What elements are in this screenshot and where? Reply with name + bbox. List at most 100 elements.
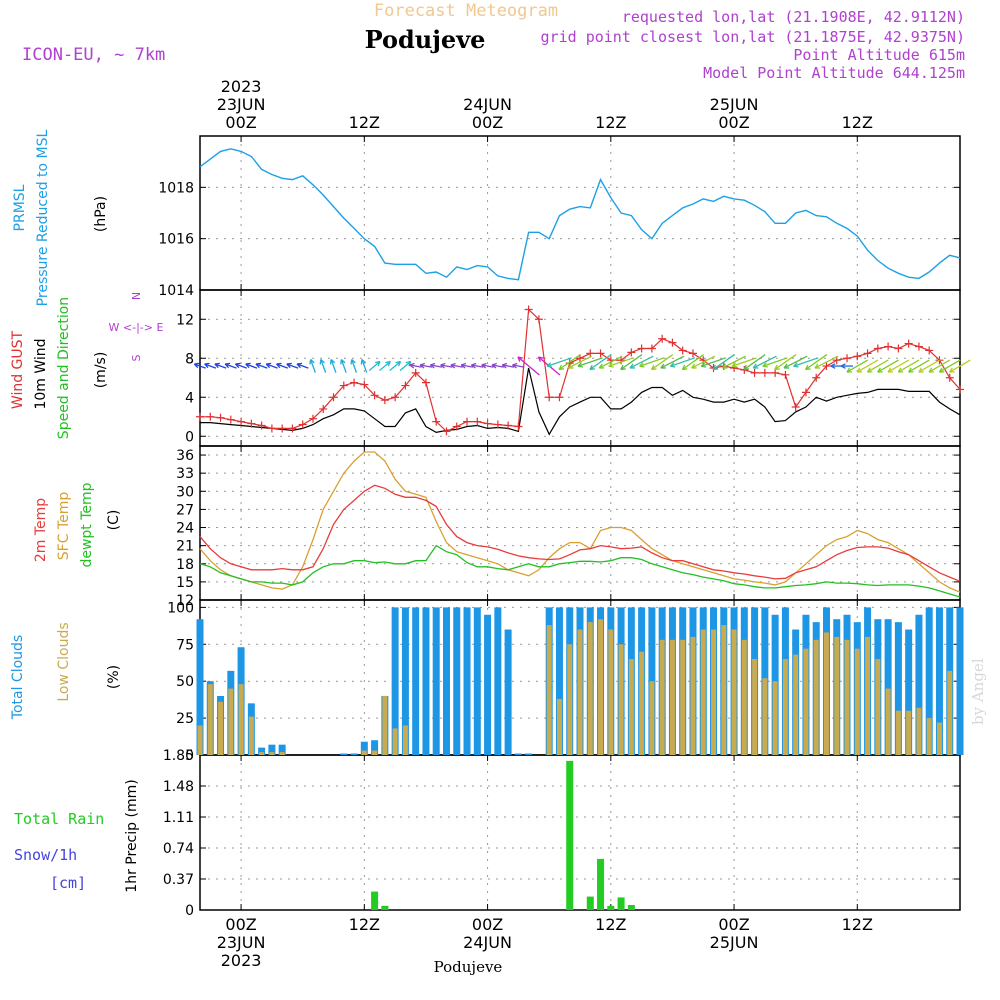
wind-arrow-head — [949, 367, 955, 373]
wind-arrow — [731, 357, 757, 367]
wind-arrow — [309, 359, 316, 373]
precip-ytick-label-0: 0 — [185, 903, 194, 919]
compass-north: N — [130, 292, 143, 300]
gust-point — [668, 338, 677, 347]
wind-arrow — [589, 354, 612, 371]
low-cloud-bar — [279, 752, 285, 755]
wind-arrow-head — [395, 360, 402, 367]
wind-arrow — [877, 359, 899, 373]
low-cloud-bar — [361, 750, 367, 755]
rain-bar — [597, 858, 605, 910]
precip-bars — [371, 760, 635, 910]
low-cloud-bar — [680, 639, 686, 755]
gust-point — [329, 393, 338, 402]
low-cloud-bar — [895, 710, 901, 755]
temp-2m-label: 2m Temp — [33, 498, 49, 562]
gust-point — [884, 342, 893, 351]
total-cloud-bar — [935, 607, 943, 755]
gust-point — [339, 381, 348, 390]
wind-arrow-head — [731, 362, 738, 368]
wind-arrow-head — [928, 367, 935, 373]
total-cloud-bar — [905, 629, 913, 755]
gust-point — [196, 412, 204, 421]
temperature-ytick-label-3: 21 — [176, 539, 194, 555]
wind-arrow-head — [629, 363, 636, 369]
wind-arrow-head — [752, 363, 759, 369]
wind-arrow-head — [517, 356, 523, 362]
low-cloud-bar — [567, 644, 573, 755]
wind-speed-line — [200, 367, 961, 436]
low-cloud-bar — [752, 659, 758, 755]
gust-point — [863, 349, 872, 358]
wind-arrow-head — [721, 363, 728, 369]
gust-point — [247, 419, 256, 428]
gust-point — [524, 305, 533, 314]
wind-arrow — [856, 359, 879, 373]
gust-point — [473, 417, 482, 426]
gust-point — [925, 346, 934, 355]
temperature-ytick-label-4: 24 — [176, 521, 194, 537]
wind-arrow-head — [691, 363, 697, 369]
wind-arrow-head — [639, 362, 645, 368]
wind-arrow-head — [546, 362, 553, 368]
gust-point — [421, 378, 430, 387]
low-cloud-bar — [659, 639, 665, 755]
wind-arrow — [481, 364, 494, 368]
low-cloud-bar — [916, 707, 922, 755]
wind-arrow — [276, 363, 289, 369]
wind-arrow-head — [866, 367, 873, 373]
wind-arrow-head — [214, 362, 220, 369]
low-cloud-bar — [649, 681, 655, 755]
wind-arrow-head — [245, 362, 251, 369]
low-cloud-bar — [228, 688, 234, 755]
wind-arrow — [867, 359, 889, 373]
gust-point — [637, 344, 646, 353]
temperature-ytick-label-6: 30 — [176, 484, 194, 500]
wind-arrow — [389, 361, 401, 372]
gust-point — [226, 415, 235, 424]
wind-arrow-head — [681, 364, 688, 371]
wind-arrow-head — [897, 367, 904, 373]
bottom-hour-label: 00Z — [718, 915, 749, 934]
wind-arrow — [512, 364, 525, 368]
rain-bar — [627, 904, 635, 910]
bottom-date-label: 25JUN — [710, 933, 759, 952]
gust-point — [267, 424, 276, 433]
gust-point — [432, 417, 441, 426]
cloud-bars — [196, 607, 964, 755]
low-cloud-bar — [248, 716, 254, 755]
low-cloud-bar — [372, 750, 378, 755]
temp-2m-line — [199, 484, 961, 582]
gust-point — [216, 413, 225, 422]
gust-point — [308, 414, 317, 423]
gust-point — [791, 403, 800, 411]
wind-arrow-head — [450, 362, 456, 369]
wind-arrow — [194, 363, 206, 369]
precip-frame — [199, 754, 961, 911]
wind-arrow — [379, 361, 391, 372]
model-point-altitude: Model Point Altitude 644.125m — [703, 64, 965, 82]
wind-arrow — [762, 357, 788, 367]
low-cloud-bar — [926, 718, 932, 755]
wind-arrow-head — [938, 367, 945, 373]
temperature-ytick-label-2: 18 — [176, 557, 194, 573]
wind-arrow — [651, 354, 674, 371]
header: Forecast Meteogram Podujeve ICON-EU, ~ 7… — [22, 1, 987, 976]
gust-point — [801, 388, 810, 397]
point-altitude: Point Altitude 615m — [793, 46, 965, 64]
low-cloud-bar — [936, 722, 942, 755]
low-cloud-bar — [906, 710, 912, 755]
wind-arrow-head — [309, 358, 315, 365]
wind-arrow-head — [537, 356, 544, 362]
wind-arrow — [255, 363, 268, 369]
rain-bar — [586, 896, 594, 910]
total-cloud-bar — [514, 753, 522, 755]
wind-arrow — [897, 359, 920, 373]
ms-unit-label: (m/s) — [93, 352, 109, 389]
gust-point — [771, 368, 780, 377]
wind-arrow-head — [669, 362, 676, 368]
top-date-label: 25JUN — [710, 95, 759, 114]
low-cloud-bar — [382, 695, 388, 755]
